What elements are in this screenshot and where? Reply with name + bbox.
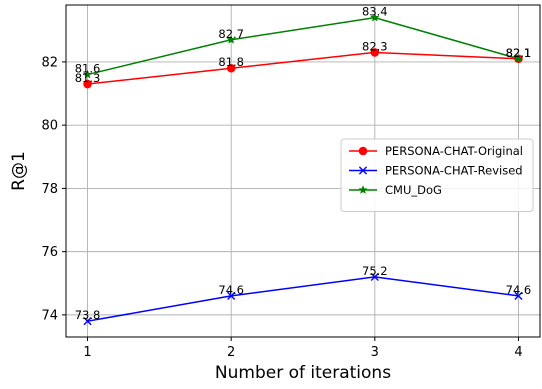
y-tick-label: 78	[41, 182, 58, 197]
series-layer	[82, 12, 524, 326]
data-label-persona-chat-revised: 73.8	[75, 308, 101, 322]
data-point-persona-chat-original	[370, 48, 380, 57]
grid	[66, 5, 540, 337]
data-point-cmu-dog	[226, 34, 236, 44]
legend-label-cmu-dog: CMU_DoG	[385, 183, 442, 197]
legend-label-persona-chat-revised: PERSONA-CHAT-Revised	[385, 164, 523, 178]
legend-marker-cmu-dog	[358, 185, 368, 194]
data-label-persona-chat-original: 81.8	[218, 55, 244, 69]
legend-box	[340, 138, 534, 212]
data-point-persona-chat-original	[226, 63, 236, 73]
data-point-cmu-dog	[82, 69, 93, 79]
data-point-persona-chat-original	[83, 79, 92, 89]
legend: PERSONA-CHAT-Original PERSONA-CHAT-Revise…	[340, 138, 534, 212]
data-label-cmu-dog: 81.6	[75, 62, 101, 76]
x-tick-label: 4	[514, 345, 522, 360]
plot-area	[65, 4, 541, 338]
data-label-cmu-dog: 82.1	[506, 46, 532, 60]
y-tick-label: 80	[41, 119, 58, 134]
data-label-persona-chat-original: 82.1	[506, 46, 532, 60]
x-axis-label: Number of iterations	[215, 363, 391, 383]
data-labels: 81.3 81.8 82.3 82.1 73.8 74.6 75.2 74.6 81.6 82.7…	[75, 5, 532, 323]
legend-marker-persona-chat-revised	[358, 166, 368, 175]
data-label-persona-chat-original: 81.3	[75, 71, 101, 85]
x-tick-label: 1	[83, 345, 91, 360]
x-tick-label: 2	[227, 345, 235, 360]
data-label-persona-chat-revised: 74.6	[506, 283, 532, 297]
y-tick-label: 76	[41, 245, 58, 260]
x-tick-label: 3	[371, 345, 379, 360]
data-label-persona-chat-revised: 75.2	[362, 264, 388, 278]
y-axis-label: R@1	[9, 151, 29, 191]
series-line-cmu-dog	[87, 16, 519, 76]
data-label-cmu-dog: 83.4	[362, 5, 388, 19]
data-point-cmu-dog	[370, 12, 380, 22]
series-line-persona-chat-revised	[87, 276, 519, 322]
series-line-persona-chat-original	[87, 51, 519, 85]
legend-item-persona-chat-original: PERSONA-CHAT-Original	[349, 144, 523, 158]
legend-item-cmu-dog: CMU_DoG	[349, 183, 442, 197]
data-label-persona-chat-original: 82.3	[362, 39, 388, 53]
legend-label-persona-chat-original: PERSONA-CHAT-Original	[385, 144, 523, 158]
data-label-persona-chat-revised: 74.6	[218, 283, 244, 297]
legend-item-persona-chat-revised: PERSONA-CHAT-Revised	[349, 164, 523, 178]
axis-ticks: 1 2 3 4 74 76 78 80 82	[41, 55, 522, 360]
data-point-persona-chat-revised	[227, 291, 236, 300]
data-point-persona-chat-revised	[370, 272, 379, 282]
data-point-persona-chat-revised	[83, 317, 92, 326]
y-tick-label: 82	[41, 55, 58, 70]
series-persona-chat-revised	[83, 272, 523, 326]
data-point-persona-chat-revised	[514, 291, 523, 300]
legend-marker-persona-chat-original	[358, 146, 368, 156]
series-cmu-dog	[82, 12, 524, 79]
y-tick-label: 74	[41, 308, 58, 323]
data-point-cmu-dog	[513, 53, 524, 63]
data-label-cmu-dog: 82.7	[218, 27, 244, 41]
series-persona-chat-original	[83, 48, 523, 89]
